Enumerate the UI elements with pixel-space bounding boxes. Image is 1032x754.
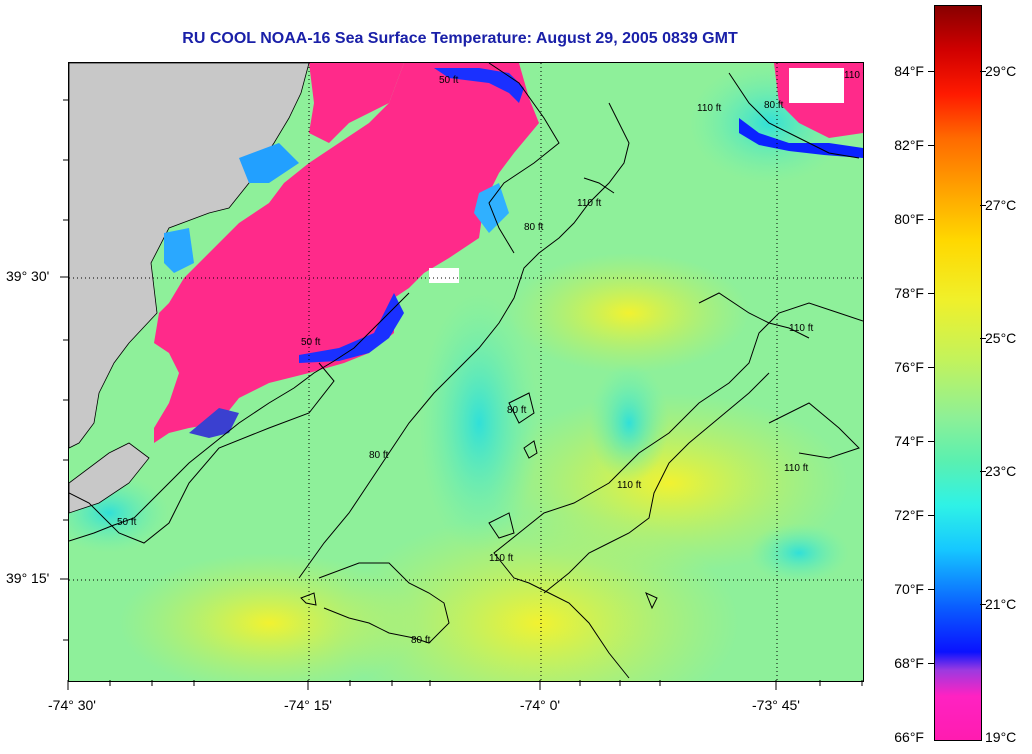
cold-water-edge [239, 143, 299, 183]
colorbar-tick [980, 604, 986, 605]
longitude-label: -73° 45' [752, 697, 800, 713]
contour-label: 110 ft [697, 103, 721, 114]
fahrenheit-label: 78°F [894, 285, 924, 301]
contour-label: 80 ft [524, 222, 544, 233]
no-data-area [789, 68, 844, 103]
axis-ticks [60, 99, 863, 690]
warm-water-area [509, 253, 749, 373]
fahrenheit-label: 76°F [894, 359, 924, 375]
land-area [69, 442, 150, 514]
fahrenheit-label: 74°F [894, 433, 924, 449]
cold-water-edge [434, 68, 524, 103]
longitude-label: -74° 15' [284, 697, 332, 713]
cool-water-area [419, 293, 539, 553]
contour-label: 80 ft [369, 450, 389, 461]
colorbar-tick [928, 71, 934, 72]
colorbar-tick [980, 205, 986, 206]
contour-label: 50 ft [301, 337, 321, 348]
contour-label: 110 ft [789, 323, 813, 334]
celsius-label: 23°C [985, 463, 1017, 479]
celsius-label: 27°C [985, 197, 1017, 213]
sst-map[interactable]: 50 ft 50 ft 80 ft 80 ft 80 ft 110 ft 110… [68, 62, 864, 682]
colorbar-tick [980, 471, 986, 472]
latitude-label: 39° 15' [6, 570, 50, 586]
colorbar-tick [928, 293, 934, 294]
contour-label: 110 ft [617, 480, 641, 491]
longitude-label: -74° 0' [519, 697, 561, 713]
warm-water-area [489, 393, 849, 573]
fahrenheit-label: 70°F [894, 581, 924, 597]
temperature-colorbar [934, 5, 982, 741]
celsius-label: 25°C [985, 330, 1017, 346]
fahrenheit-label: 82°F [894, 137, 924, 153]
contour-label: 110 ft [844, 70, 863, 81]
cool-water-area [749, 523, 849, 583]
contour-label: 110 ft [577, 198, 601, 209]
contour-label: 80 ft [411, 635, 431, 646]
colorbar-tick [980, 71, 986, 72]
fahrenheit-label: 80°F [894, 211, 924, 227]
contour-label: 50 ft [439, 75, 459, 86]
contour-label: 110 ft [784, 463, 808, 474]
contour-label-group: 50 ft 50 ft 80 ft 80 ft 80 ft 110 ft 110… [117, 70, 863, 646]
contour-label: 50 ft [117, 517, 137, 528]
cold-water-edge [739, 118, 863, 158]
celsius-label: 19°C [985, 729, 1017, 745]
celsius-label: 21°C [985, 596, 1017, 612]
cold-water-edge [189, 408, 239, 438]
colorbar-tick [928, 219, 934, 220]
fahrenheit-label: 66°F [894, 729, 924, 745]
cold-water-edge [164, 228, 194, 273]
map-title: RU COOL NOAA-16 Sea Surface Temperature:… [182, 30, 738, 47]
colorbar-tick [928, 589, 934, 590]
colorbar-tick [928, 441, 934, 442]
bathymetry-contours [69, 63, 863, 679]
contour-label: 80 ft [507, 405, 527, 416]
colorbar-tick [928, 663, 934, 664]
fahrenheit-label: 72°F [894, 507, 924, 523]
latitude-label: 39° 30' [6, 268, 50, 284]
grid-lines [69, 63, 863, 681]
cloud-mask [154, 63, 539, 443]
cool-water-area [589, 363, 669, 483]
contour-label: 110 ft [489, 553, 513, 564]
cloud-mask [309, 63, 404, 143]
sst-map-canvas: 50 ft 50 ft 80 ft 80 ft 80 ft 110 ft 110… [69, 63, 863, 681]
colorbar-tick [928, 515, 934, 516]
fahrenheit-label: 84°F [894, 63, 924, 79]
celsius-label: 29°C [985, 63, 1017, 79]
colorbar-tick [980, 338, 986, 339]
contour-label: 80 ft [764, 100, 784, 111]
longitude-label: -74° 30' [48, 697, 96, 713]
colorbar-tick [928, 367, 934, 368]
colorbar-tick [928, 145, 934, 146]
cold-water-edge [299, 293, 404, 363]
fahrenheit-label: 68°F [894, 655, 924, 671]
no-data-area [429, 268, 459, 283]
warm-water-area [119, 553, 419, 681]
